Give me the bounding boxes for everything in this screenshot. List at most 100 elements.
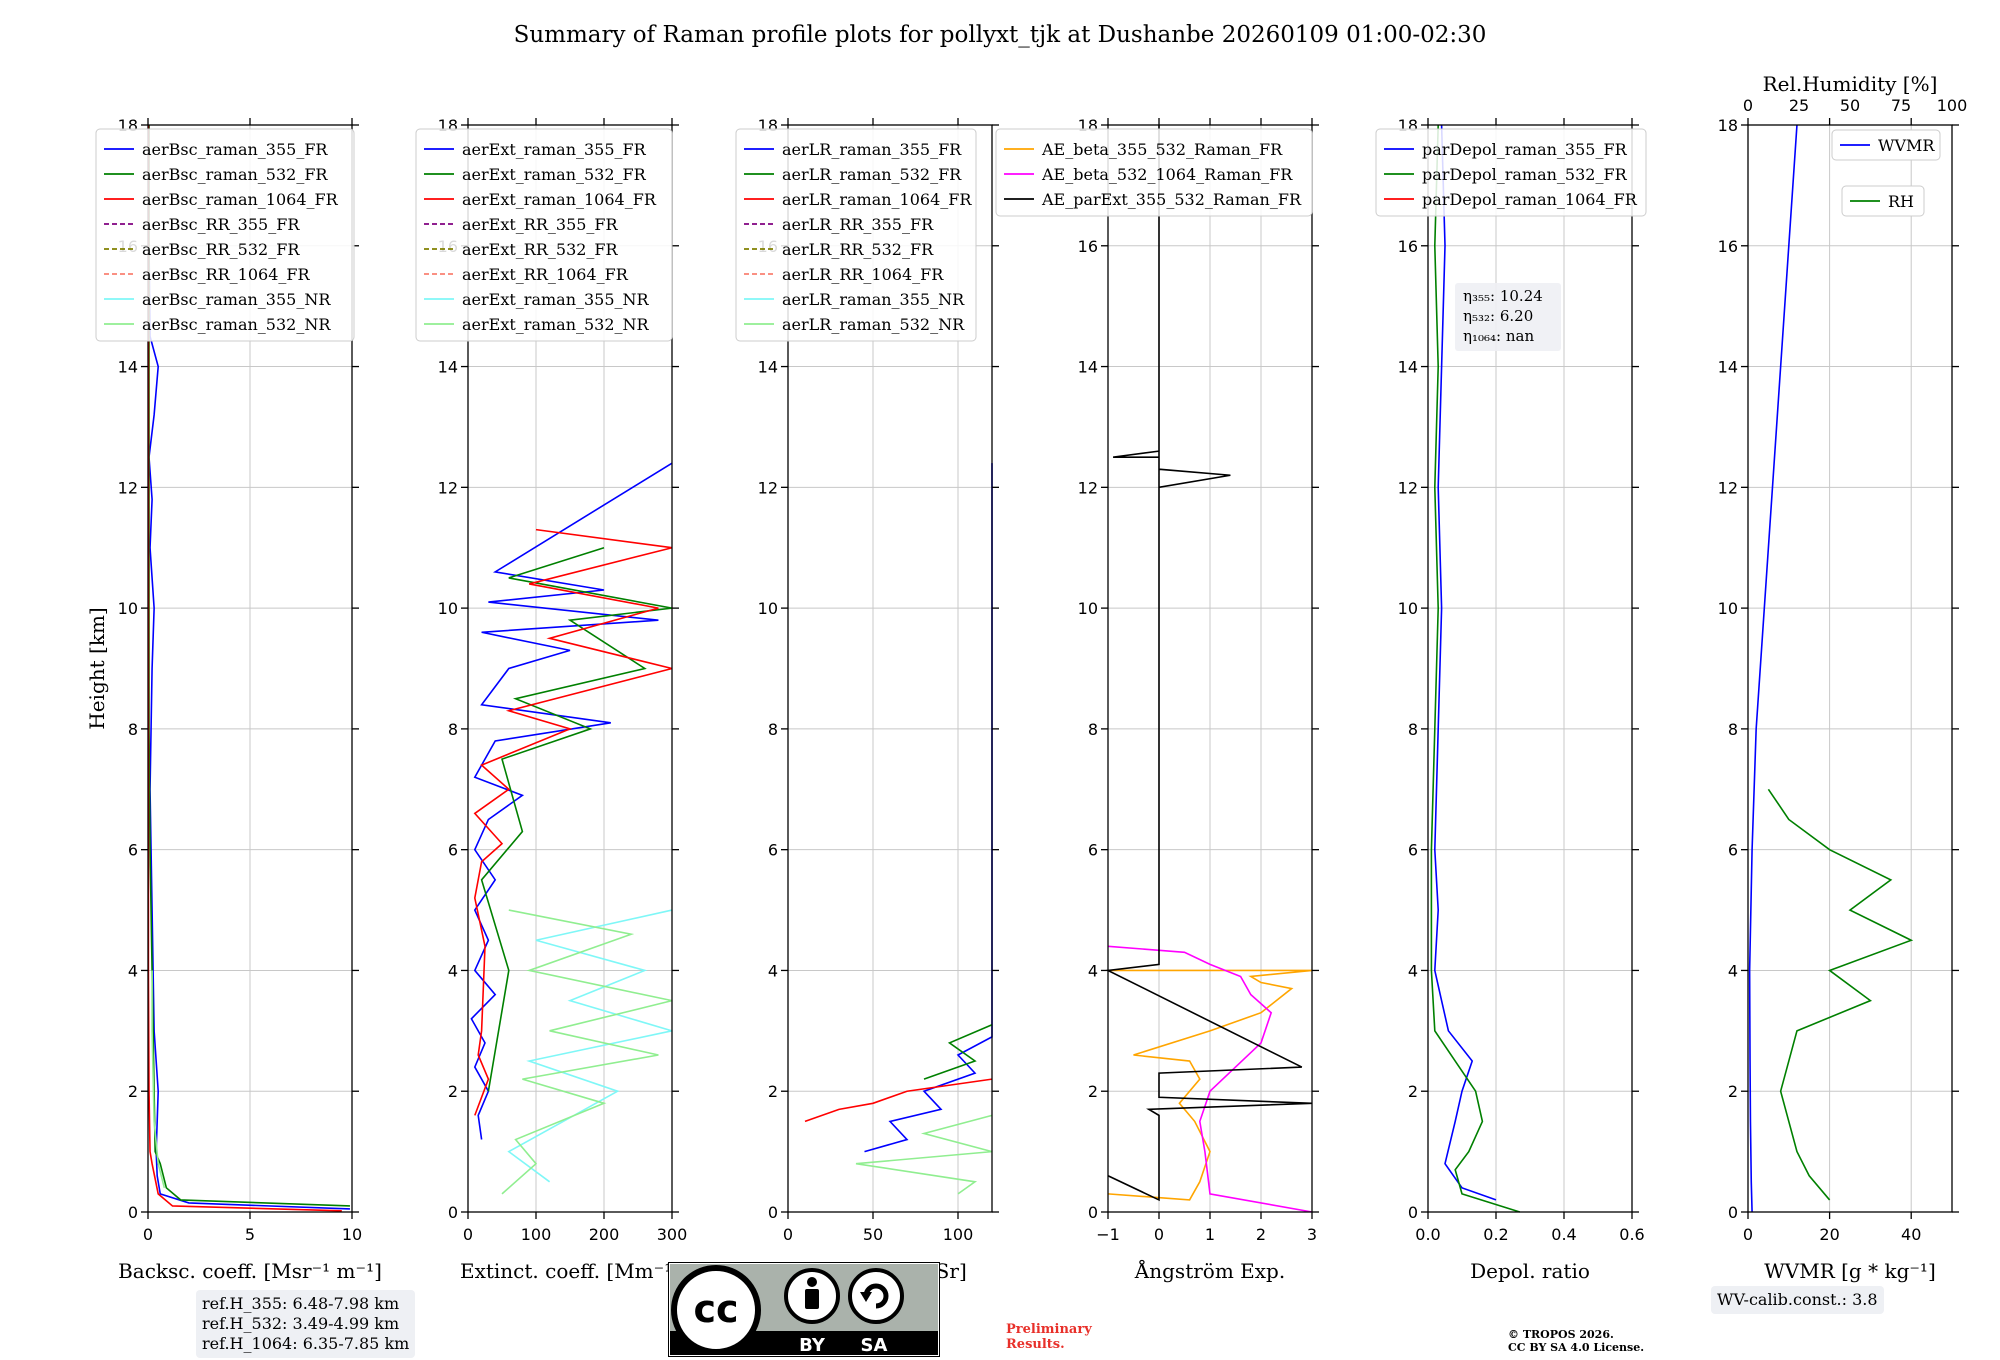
legend-label: aerExt_RR_532_FR (462, 240, 619, 259)
ref-height-355: ref.H_355: 6.48-7.98 km (202, 1294, 400, 1313)
series-aerLR_raman_532_FR (923, 1024, 993, 1080)
series-RH (1767, 788, 1914, 1201)
legend-label: aerExt_raman_532_NR (462, 315, 650, 334)
y-tick-label: 6 (1088, 841, 1098, 860)
legend-label: aerBsc_RR_1064_FR (142, 265, 311, 284)
ref-height-532: ref.H_532: 3.49-4.99 km (202, 1314, 400, 1333)
preliminary-line-2: Results. (1006, 1337, 1065, 1352)
x-axis-label: WVMR [g * kg⁻¹] (1764, 1259, 1936, 1283)
legend: AE_beta_355_532_Raman_FR AE_beta_532_1064… (995, 128, 1313, 217)
x-tick-label: 2 (1256, 1225, 1266, 1244)
annotation-line: η₅₃₂: 6.20 (1463, 307, 1533, 325)
legend-label: aerExt_RR_355_FR (462, 215, 619, 234)
annotation-line: η₃₅₅: 10.24 (1463, 287, 1543, 305)
y-tick-label: 12 (1078, 478, 1098, 497)
legend-label: aerLR_raman_1064_FR (782, 190, 972, 209)
y-tick-label: 16 (1718, 237, 1738, 256)
y-tick-label: 4 (1408, 961, 1418, 980)
y-tick-label: 8 (128, 720, 138, 739)
legend-label: aerLR_raman_532_NR (782, 315, 965, 334)
y-tick-label: 4 (1728, 961, 1738, 980)
series-aerLR_raman_355_FR (864, 463, 993, 1153)
legend-label: aerLR_raman_532_FR (782, 165, 962, 184)
legend-entry: RH (1841, 185, 1925, 217)
x-axis-label: Extinct. coeff. [Mm⁻¹] (460, 1259, 680, 1283)
y-tick-label: 14 (118, 358, 138, 377)
y-tick-label: 8 (1408, 720, 1418, 739)
x-axis-label: Depol. ratio (1470, 1259, 1590, 1283)
y-tick-label: 10 (1078, 599, 1098, 618)
y-tick-label: 6 (128, 841, 138, 860)
legend-label: aerExt_raman_355_NR (462, 290, 650, 309)
x-tick-label: 0 (783, 1225, 793, 1244)
y-tick-label: 10 (1718, 599, 1738, 618)
cc-license-badge: cc BY SA (668, 1262, 940, 1357)
y-tick-label: 16 (1398, 237, 1418, 256)
annotation-box (1455, 283, 1561, 351)
y-tick-label: 18 (1718, 116, 1738, 135)
figure-title: Summary of Raman profile plots for polly… (513, 22, 1487, 48)
wv-calib-box: WV-calib.const.: 3.8 (1711, 1286, 1884, 1314)
x-tick-label: 20 (1819, 1225, 1839, 1244)
y-tick-label: 6 (768, 841, 778, 860)
copyright-note: © TROPOS 2026. CC BY SA 4.0 License. (1508, 1328, 1644, 1354)
top-tick-label: 50 (1840, 96, 1860, 115)
panel-wv: 0 2 4 6 8 10 12 14 16 18 0 20 40 WVMR [g * kg⁻¹] 0 25 50… (1718, 72, 1968, 1283)
legend-label: aerLR_RR_355_FR (782, 215, 934, 234)
y-tick-label: 2 (1408, 1082, 1418, 1101)
preliminary-note: Preliminary Results. (1006, 1322, 1092, 1352)
legend-frame (95, 128, 355, 342)
x-tick-label: 3 (1307, 1225, 1317, 1244)
legend: aerLR_raman_355_FR aerLR_raman_532_FR aerL… (735, 128, 977, 342)
x-tick-label: 0.0 (1415, 1225, 1440, 1244)
x-tick-label: 0 (463, 1225, 473, 1244)
y-tick-label: 0 (448, 1203, 458, 1222)
legend-label: AE_beta_532_1064_Raman_FR (1041, 165, 1293, 184)
x-axis-label: Backsc. coeff. [Msr⁻¹ m⁻¹] (118, 1259, 382, 1283)
y-tick-label: 14 (1398, 358, 1418, 377)
legend-label: aerBsc_raman_1064_FR (142, 190, 339, 209)
top-tick-label: 25 (1789, 96, 1809, 115)
x-tick-label: 10 (342, 1225, 362, 1244)
y-tick-label: 2 (768, 1082, 778, 1101)
ref-height-1064: ref.H_1064: 6.35-7.85 km (202, 1334, 410, 1353)
panel-bsc: 0246810121416180510Backsc. coeff. [Msr⁻¹… (85, 116, 382, 1283)
share-alike-icon (863, 1283, 889, 1309)
legend: aerBsc_raman_355_FR aerBsc_raman_532_FRae… (95, 128, 355, 342)
y-tick-label: 14 (1718, 358, 1738, 377)
legend-label: aerBsc_RR_355_FR (142, 215, 300, 234)
y-tick-label: 0 (128, 1203, 138, 1222)
y-axis-label: Height [km] (85, 607, 109, 729)
x-tick-label: 50 (863, 1225, 883, 1244)
y-tick-label: 10 (1398, 599, 1418, 618)
y-tick-label: 10 (438, 599, 458, 618)
legend-frame (415, 128, 673, 342)
sa-label: SA (861, 1335, 888, 1356)
legend: parDepol_raman_355_FR parDepol_raman_532_… (1375, 128, 1647, 217)
plot-frame (1747, 124, 1953, 1213)
legend-label: parDepol_raman_532_FR (1422, 165, 1628, 184)
legend-label: aerLR_raman_355_FR (782, 140, 962, 159)
person-icon (807, 1277, 817, 1287)
y-tick-label: 8 (1728, 720, 1738, 739)
legend-label: parDepol_raman_1064_FR (1422, 190, 1638, 209)
x-tick-label: 0 (1743, 1225, 1753, 1244)
x-tick-label: 40 (1901, 1225, 1921, 1244)
y-tick-label: 14 (438, 358, 458, 377)
y-tick-label: 12 (1398, 478, 1418, 497)
x-tick-label: 0.4 (1551, 1225, 1576, 1244)
legend-label: aerBsc_raman_355_FR (142, 140, 328, 159)
cc-text: cc (693, 1287, 738, 1331)
legend-label: aerLR_RR_532_FR (782, 240, 934, 259)
top-tick-label: 75 (1891, 96, 1911, 115)
y-tick-label: 12 (1718, 478, 1738, 497)
legend-frame (1841, 185, 1925, 217)
legend-label: RH (1888, 192, 1914, 211)
y-tick-label: 2 (1088, 1082, 1098, 1101)
x-axis-label: Ångström Exp. (1134, 1258, 1285, 1283)
x-tick-label: 0 (143, 1225, 153, 1244)
series-aerExt_raman_355_FR (470, 462, 673, 1140)
